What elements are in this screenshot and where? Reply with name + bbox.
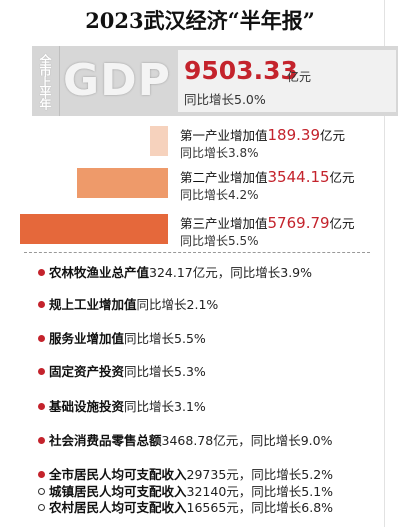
industry-bar-1 [150,126,168,156]
gdp-period-tag: 全市上半年 [32,46,60,116]
stat-label: 全市居民人均可支配收入 [49,467,187,482]
bullet-icon [38,301,45,308]
stat-value: 16565元，同比增长6.8% [186,500,334,515]
industry-name-3: 第三产业增加值5769.79亿元 [180,213,355,232]
stat-item: 社会消费品零售总额3468.78亿元，同比增长9.0% [38,430,332,449]
stat-item: 城镇居民人均可支配收入32140元，同比增长5.1% [38,481,333,500]
stat-value: 同比增长3.1% [124,399,206,414]
industry-value: 5769.79 [267,214,330,232]
bullet-icon [38,403,45,410]
stat-item: 全市居民人均可支配收入29735元，同比增长5.2% [38,464,333,483]
stat-value: 同比增长5.3% [124,364,206,379]
industry-growth-1: 同比增长3.8% [180,146,259,160]
stat-value: 32140元，同比增长5.1% [186,484,334,499]
stat-item: 农林牧渔业总产值324.17亿元，同比增长3.9% [38,262,312,281]
gdp-growth: 同比增长5.0% [184,92,266,107]
page-edge-line [384,0,385,527]
industry-growth-3: 同比增长5.5% [180,234,259,248]
stat-item: 农村居民人均可支配收入16565元，同比增长6.8% [38,497,333,516]
stat-item: 服务业增加值同比增长5.5% [38,328,206,347]
stat-label: 服务业增加值 [49,331,125,346]
industry-name-1: 第一产业增加值189.39亿元 [180,125,345,144]
stat-label: 农林牧渔业总产值 [49,265,150,280]
industry-value: 3544.15 [267,168,330,186]
gdp-value: 9503.33 [184,56,298,85]
stat-label: 城镇居民人均可支配收入 [49,484,187,499]
industry-bar-2 [77,168,168,198]
stat-value: 3468.78亿元，同比增长9.0% [161,433,333,448]
bullet-icon [38,504,45,511]
industry-growth-2: 同比增长4.2% [180,188,259,202]
stat-label: 社会消费品零售总额 [49,433,162,448]
bullet-icon [38,437,45,444]
gdp-unit: 亿元 [287,70,312,84]
gdp-label: GDP [63,55,171,106]
stat-label: 基础设施投资 [49,399,125,414]
stat-value: 29735元，同比增长5.2% [186,467,334,482]
stat-value: 同比增长2.1% [136,297,219,312]
stat-label: 农村居民人均可支配收入 [49,500,187,515]
stat-label: 规上工业增加值 [49,297,137,312]
page-title: 2023武汉经济“半年报” [85,8,315,33]
stat-value: 同比增长5.5% [124,331,206,346]
industry-name-2: 第二产业增加值3544.15亿元 [180,167,355,186]
industry-unit: 亿元 [320,128,346,143]
stat-item: 基础设施投资同比增长3.1% [38,396,206,415]
industry-unit: 亿元 [329,170,355,185]
industry-label: 第三产业增加值 [180,216,268,231]
gdp-value-panel [178,50,396,112]
bullet-icon [38,368,45,375]
stat-item: 固定资产投资同比增长5.3% [38,361,206,380]
industry-value: 189.39 [267,126,321,144]
industry-unit: 亿元 [329,216,355,231]
industry-label: 第一产业增加值 [180,128,268,143]
bullet-icon [38,269,45,276]
bullet-icon [38,471,45,478]
bullet-icon [38,488,45,495]
section-divider [24,252,370,253]
bullet-icon [38,335,45,342]
stat-label: 固定资产投资 [49,364,125,379]
industry-bar-3 [20,214,168,244]
stat-item: 规上工业增加值同比增长2.1% [38,294,218,313]
industry-label: 第二产业增加值 [180,170,268,185]
stat-value: 324.17亿元，同比增长3.9% [149,265,313,280]
